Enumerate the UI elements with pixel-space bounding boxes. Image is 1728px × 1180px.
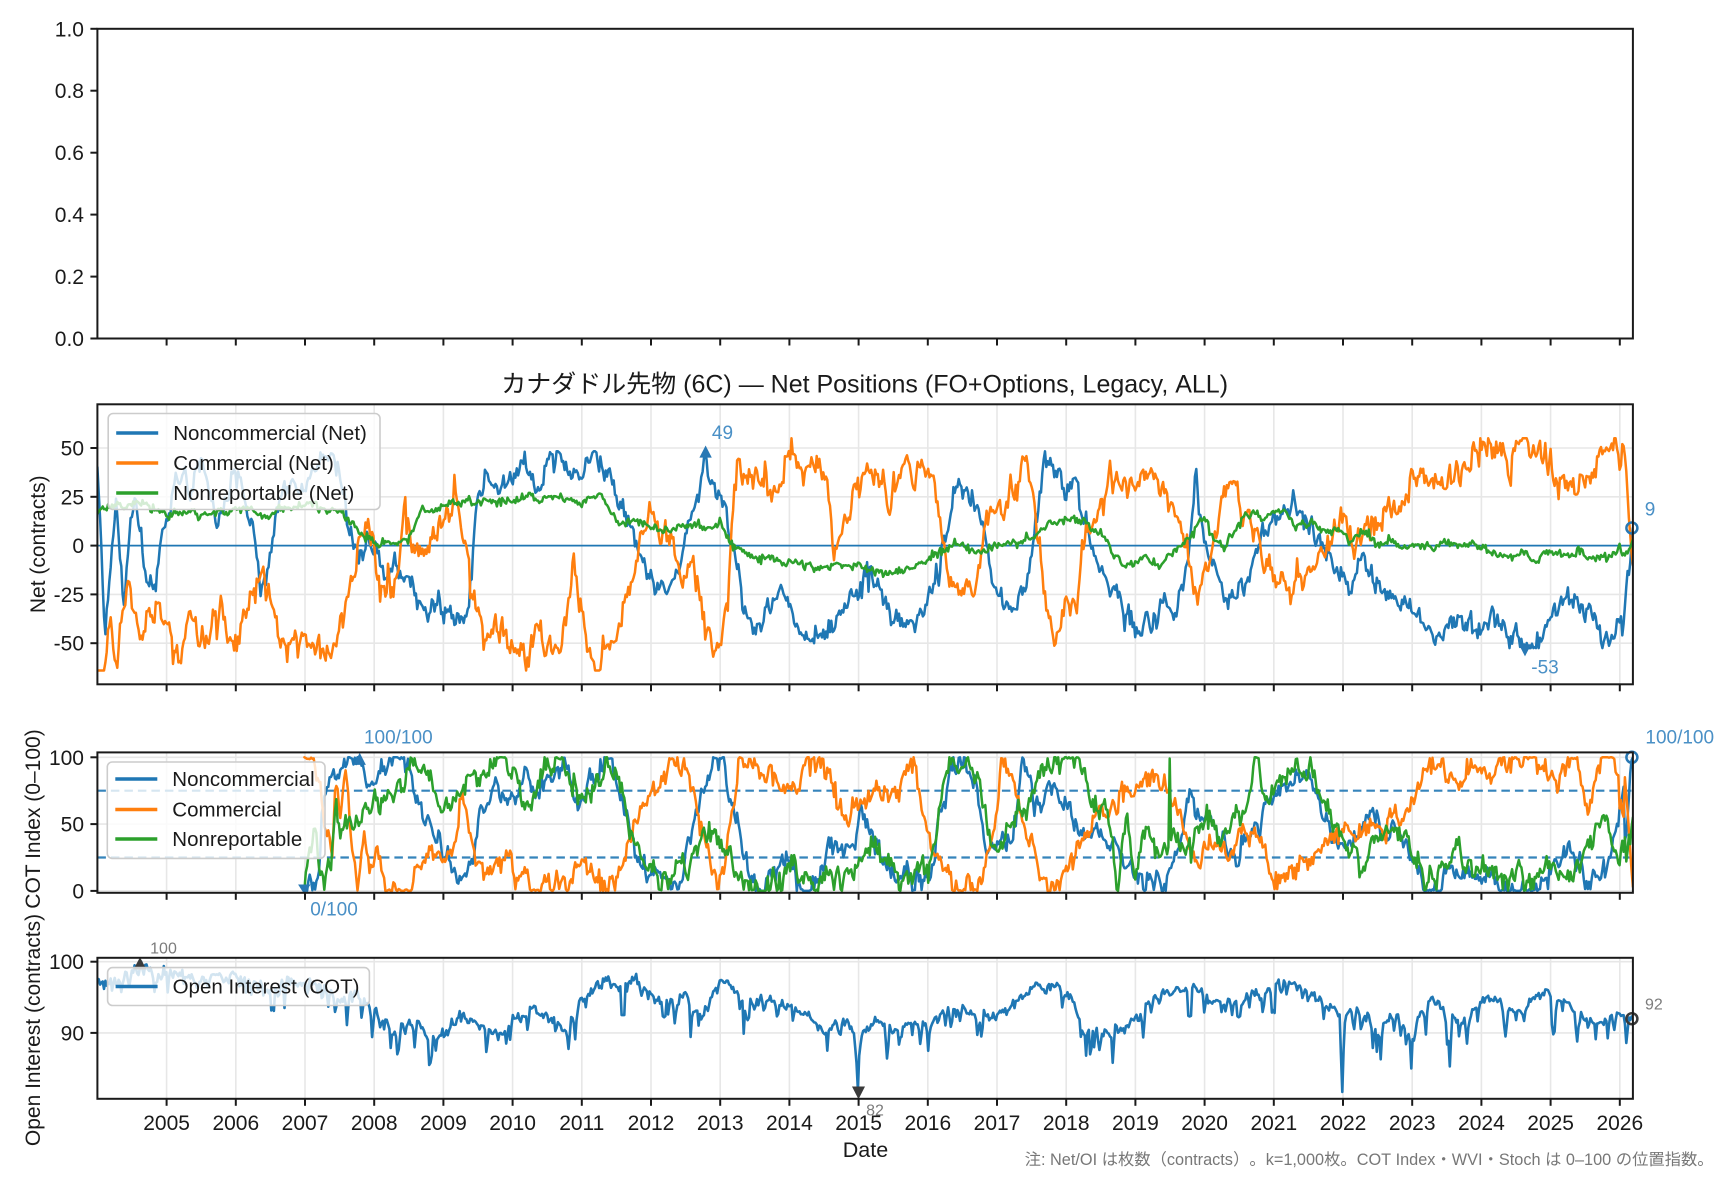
svg-text:82: 82	[866, 1103, 884, 1120]
svg-text:2013: 2013	[697, 1112, 744, 1135]
svg-text:2011: 2011	[559, 1112, 604, 1135]
svg-text:50: 50	[61, 814, 84, 837]
svg-text:0–100: 0–100	[1561, 1151, 1615, 1169]
svg-text:0: 0	[72, 535, 84, 558]
svg-text:49: 49	[712, 423, 733, 444]
svg-text:2020: 2020	[1181, 1112, 1228, 1135]
svg-text:0/100: 0/100	[310, 899, 358, 920]
svg-text:Noncommercial (Net): Noncommercial (Net)	[173, 422, 367, 445]
svg-text:2016: 2016	[904, 1112, 951, 1135]
svg-text:-53: -53	[1531, 658, 1558, 679]
svg-text:2015: 2015	[835, 1112, 882, 1135]
svg-text:Open Interest (contracts): Open Interest (contracts)	[22, 914, 45, 1146]
svg-text:2024: 2024	[1458, 1112, 1505, 1135]
svg-text:90: 90	[61, 1022, 84, 1045]
svg-text:0.0: 0.0	[55, 328, 84, 351]
svg-text:9: 9	[1645, 500, 1656, 521]
svg-text:2018: 2018	[1043, 1112, 1090, 1135]
svg-text:contracts: contracts	[1167, 1151, 1233, 1169]
svg-text:2009: 2009	[420, 1112, 467, 1135]
svg-text:2014: 2014	[766, 1112, 813, 1135]
svg-text:2021: 2021	[1250, 1112, 1297, 1135]
svg-text:Noncommercial: Noncommercial	[172, 768, 314, 791]
svg-text:2017: 2017	[974, 1112, 1021, 1135]
svg-text:2019: 2019	[1112, 1112, 1159, 1135]
svg-text:0.6: 0.6	[55, 142, 84, 165]
svg-text:2022: 2022	[1320, 1112, 1367, 1135]
svg-text:2005: 2005	[143, 1112, 190, 1135]
svg-text:50: 50	[61, 438, 84, 461]
svg-text:Commercial (Net): Commercial (Net)	[173, 452, 334, 475]
svg-text:2023: 2023	[1389, 1112, 1436, 1135]
svg-text:2007: 2007	[282, 1112, 329, 1135]
svg-text:1.0: 1.0	[55, 18, 84, 41]
svg-text:-50: -50	[54, 633, 84, 656]
svg-text:0.4: 0.4	[55, 204, 85, 227]
svg-text:Open Interest (COT): Open Interest (COT)	[173, 976, 360, 999]
svg-text:k=1,000: k=1,000	[1266, 1151, 1324, 1169]
svg-text:-25: -25	[54, 584, 84, 607]
svg-text:100/100: 100/100	[1645, 728, 1714, 749]
svg-text:Nonreportable (Net): Nonreportable (Net)	[173, 482, 354, 505]
svg-text:0: 0	[72, 880, 84, 903]
svg-text:Nonreportable: Nonreportable	[172, 828, 302, 851]
svg-text:100: 100	[150, 941, 177, 958]
svg-text:COT Index: COT Index	[1357, 1151, 1436, 1169]
svg-text:2025: 2025	[1527, 1112, 1574, 1135]
svg-text:Commercial: Commercial	[172, 799, 281, 822]
svg-text:92: 92	[1645, 997, 1663, 1014]
svg-text:2012: 2012	[628, 1112, 675, 1135]
svg-text:2008: 2008	[351, 1112, 398, 1135]
svg-text:100/100: 100/100	[364, 727, 433, 748]
svg-text:Stoch: Stoch	[1499, 1151, 1545, 1169]
svg-text:100: 100	[49, 747, 84, 770]
svg-text:0.8: 0.8	[55, 80, 84, 103]
svg-text:COT Index (0–100): COT Index (0–100)	[22, 729, 45, 908]
svg-text:2006: 2006	[212, 1112, 259, 1135]
svg-text:100: 100	[49, 951, 84, 974]
svg-text:Net (contracts): Net (contracts)	[27, 475, 50, 613]
svg-text:: Net/OI: : Net/OI	[1041, 1151, 1102, 1169]
svg-text:2026: 2026	[1596, 1112, 1643, 1135]
svg-text:Date: Date	[843, 1138, 888, 1162]
svg-text:25: 25	[61, 486, 84, 509]
svg-text:(6C) — Net Positions (FO+Optio: (6C) — Net Positions (FO+Options, Legacy…	[676, 371, 1228, 399]
svg-text:2010: 2010	[489, 1112, 536, 1135]
svg-text:WVI: WVI	[1452, 1151, 1483, 1169]
svg-text:0.2: 0.2	[55, 266, 84, 289]
